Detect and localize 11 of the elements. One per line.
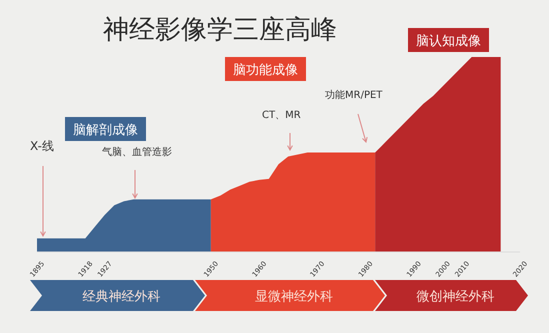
annotation: 气脑、血管造影 [102, 146, 172, 158]
chart-title: 神经影像学三座高峰 [103, 15, 337, 45]
annotation: CT、MR [262, 110, 301, 121]
text: 脑功能成像 [233, 63, 298, 78]
series-label: 脑认知成像 [416, 34, 481, 49]
annotation: X-线 [30, 139, 54, 153]
text: 经典神经外科 [82, 290, 160, 304]
annotation: 功能MR/PET [325, 89, 384, 101]
text: 脑解剖成像 [73, 123, 138, 138]
text: 微创神经外科 [416, 290, 494, 304]
text: 显微神经外科 [255, 290, 333, 304]
